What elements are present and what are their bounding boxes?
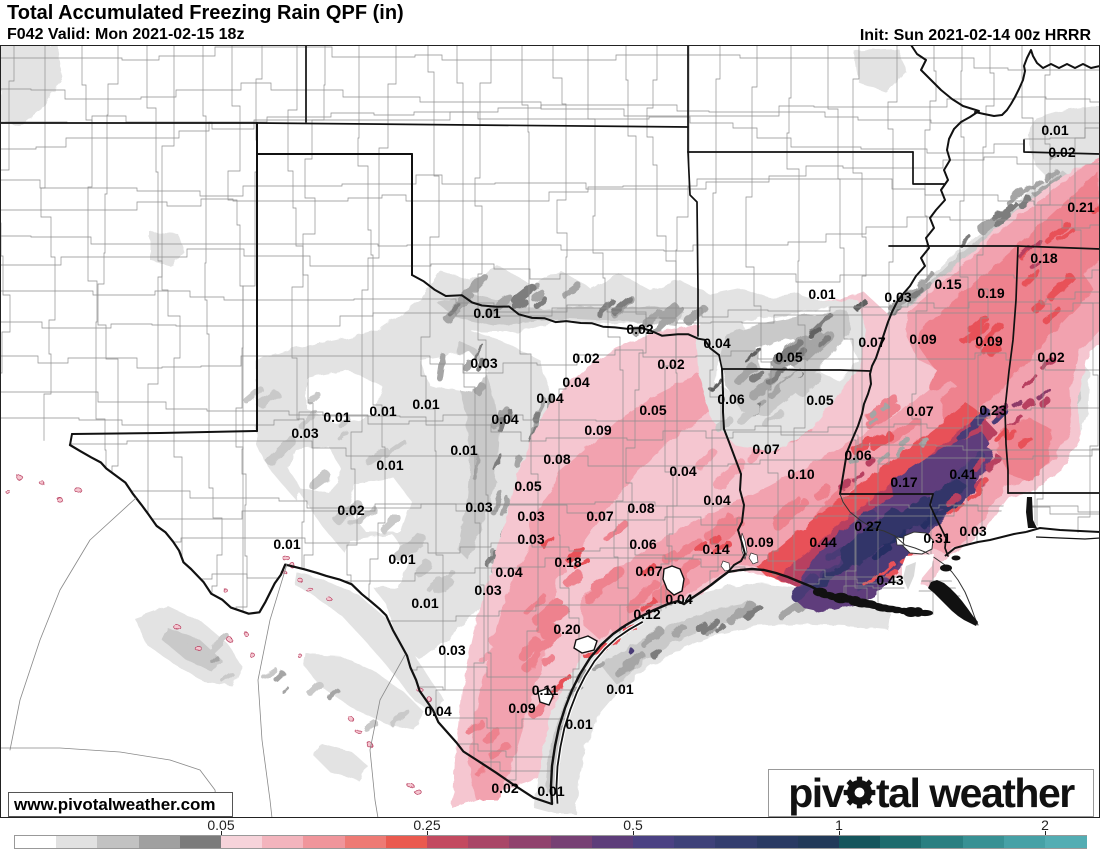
svg-text:0.04: 0.04 [703,492,730,508]
svg-text:0.18: 0.18 [554,554,581,570]
svg-text:0.04: 0.04 [424,703,451,719]
svg-text:0.01: 0.01 [606,681,633,697]
svg-text:0.09: 0.09 [975,333,1002,349]
svg-text:0.01: 0.01 [808,286,835,302]
svg-text:0.01: 0.01 [323,409,350,425]
svg-text:0.03: 0.03 [517,508,544,524]
svg-text:0.01: 0.01 [412,396,439,412]
svg-text:0.09: 0.09 [508,700,535,716]
svg-text:0.04: 0.04 [491,411,518,427]
svg-text:0.09: 0.09 [746,534,773,550]
svg-text:0.03: 0.03 [884,289,911,305]
svg-text:0.03: 0.03 [465,499,492,515]
svg-text:0.14: 0.14 [702,541,729,557]
svg-text:0.06: 0.06 [844,447,871,463]
svg-text:0.01: 0.01 [376,457,403,473]
svg-text:0.04: 0.04 [536,390,563,406]
svg-text:0.21: 0.21 [1067,199,1094,215]
svg-text:0.10: 0.10 [787,466,814,482]
svg-text:0.43: 0.43 [876,572,903,588]
svg-text:0.07: 0.07 [635,563,662,579]
svg-text:0.05: 0.05 [514,478,541,494]
svg-text:0.01: 0.01 [565,716,592,732]
svg-text:0.17: 0.17 [890,474,917,490]
svg-text:0.01: 0.01 [473,305,500,321]
svg-text:0.19: 0.19 [977,285,1004,301]
svg-text:0.08: 0.08 [627,500,654,516]
svg-text:0.04: 0.04 [495,564,522,580]
svg-text:0.03: 0.03 [470,355,497,371]
svg-text:0.01: 0.01 [411,595,438,611]
svg-text:0.05: 0.05 [639,402,666,418]
svg-text:0.20: 0.20 [553,621,580,637]
svg-text:0.06: 0.06 [629,536,656,552]
svg-text:0.03: 0.03 [517,531,544,547]
svg-text:0.08: 0.08 [543,451,570,467]
svg-text:0.07: 0.07 [586,508,613,524]
svg-text:0.01: 0.01 [273,536,300,552]
svg-text:0.01: 0.01 [537,783,564,799]
svg-text:0.31: 0.31 [923,530,950,546]
svg-text:0.06: 0.06 [717,391,744,407]
svg-text:0.03: 0.03 [291,425,318,441]
svg-text:0.02: 0.02 [1048,144,1075,160]
svg-text:0.15: 0.15 [934,276,961,292]
svg-text:0.04: 0.04 [669,463,696,479]
svg-text:0.02: 0.02 [337,502,364,518]
svg-text:0.02: 0.02 [1037,349,1064,365]
svg-text:0.05: 0.05 [806,392,833,408]
svg-text:0.04: 0.04 [703,335,730,351]
svg-text:0.01: 0.01 [369,403,396,419]
svg-text:0.07: 0.07 [752,441,779,457]
svg-text:0.23: 0.23 [979,402,1006,418]
svg-text:0.02: 0.02 [491,780,518,796]
svg-text:0.07: 0.07 [906,403,933,419]
svg-text:0.41: 0.41 [949,466,976,482]
svg-text:0.01: 0.01 [1041,122,1068,138]
svg-text:0.09: 0.09 [909,331,936,347]
svg-text:0.12: 0.12 [633,606,660,622]
svg-text:0.07: 0.07 [858,334,885,350]
svg-text:0.05: 0.05 [775,349,802,365]
svg-text:0.01: 0.01 [450,442,477,458]
svg-text:0.18: 0.18 [1030,250,1057,266]
svg-text:0.02: 0.02 [572,350,599,366]
svg-text:0.27: 0.27 [854,518,881,534]
svg-text:0.02: 0.02 [657,356,684,372]
svg-text:0.01: 0.01 [388,551,415,567]
svg-text:0.09: 0.09 [584,422,611,438]
svg-text:0.02: 0.02 [626,321,653,337]
svg-text:0.44: 0.44 [809,534,836,550]
svg-text:0.03: 0.03 [438,642,465,658]
svg-text:0.04: 0.04 [665,591,692,607]
svg-text:0.11: 0.11 [532,682,559,698]
svg-text:0.03: 0.03 [959,523,986,539]
svg-text:0.03: 0.03 [474,582,501,598]
svg-text:0.04: 0.04 [562,374,589,390]
